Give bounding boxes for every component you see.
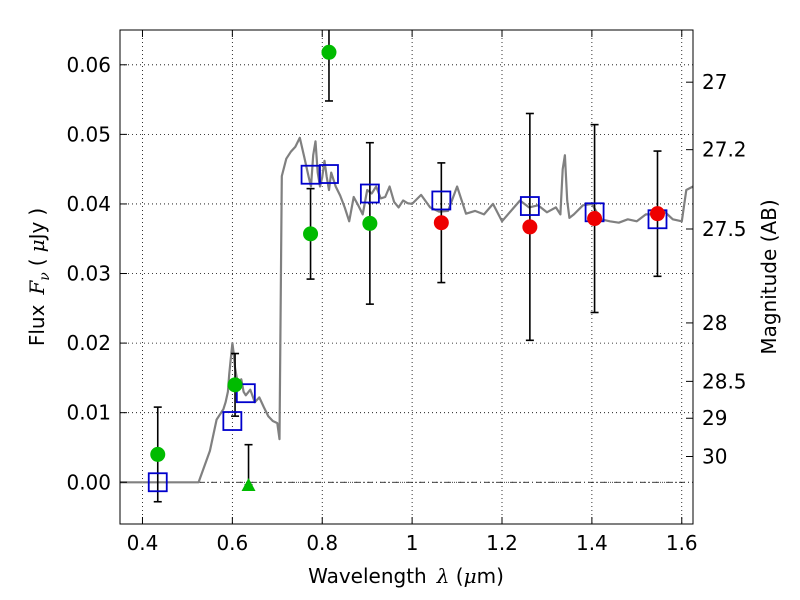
x-tick-label: 0.4 bbox=[127, 531, 159, 555]
x-tick-label: 1.2 bbox=[486, 531, 518, 555]
model-photometry-square bbox=[147, 472, 168, 493]
y-tick-label: 0.04 bbox=[66, 192, 111, 216]
y2-tick-label: 27.5 bbox=[702, 217, 747, 241]
plot-frame bbox=[119, 29, 694, 525]
spectrum-line bbox=[120, 136, 693, 484]
y2-tick-label: 27.2 bbox=[702, 138, 747, 162]
x-tick-label: 0.8 bbox=[306, 531, 338, 555]
x-axis-ticks: 0.4 0.6 0.8 1 1.2 1.4 1.6 bbox=[127, 30, 698, 555]
model-photometry-square bbox=[222, 411, 243, 431]
model-photometry-square bbox=[359, 183, 380, 204]
observed-flux-point bbox=[303, 226, 319, 242]
y-axis-label: FluxFν(μJy) bbox=[25, 208, 53, 346]
model-photometry-square bbox=[235, 383, 256, 404]
y2-tick-label: 28.5 bbox=[702, 369, 747, 393]
model-photometry-square bbox=[519, 196, 540, 216]
observed-flux-point bbox=[522, 219, 538, 235]
x-tick-label: 0.6 bbox=[216, 531, 248, 555]
grid-lines bbox=[120, 30, 693, 524]
y-tick-label: 0.00 bbox=[66, 470, 111, 494]
error-bars bbox=[153, 30, 662, 503]
y2-axis-label: Magnitude (AB) bbox=[757, 199, 781, 354]
observed-flux-point bbox=[321, 44, 337, 60]
observed-flux-point bbox=[433, 215, 449, 231]
data-markers bbox=[147, 44, 668, 493]
y2-tick-label: 27 bbox=[702, 70, 727, 94]
observed-flux-point bbox=[227, 377, 243, 393]
observed-flux-point bbox=[150, 446, 166, 462]
x-tick-label: 1 bbox=[406, 531, 419, 555]
y-tick-label: 0.03 bbox=[66, 262, 111, 286]
x-tick-label: 1.4 bbox=[576, 531, 608, 555]
model-photometry-square bbox=[319, 164, 339, 184]
x-axis-label: Wavelength λ (μm) bbox=[308, 564, 504, 588]
observed-flux-point bbox=[587, 211, 603, 227]
observed-flux-point bbox=[362, 215, 378, 231]
y-tick-label: 0.06 bbox=[66, 53, 111, 77]
y2-tick-label: 30 bbox=[702, 445, 727, 469]
y2-axis-ticks: 27 27.2 27.5 28 28.5 29 30 bbox=[686, 70, 747, 469]
y-tick-label: 0.01 bbox=[66, 401, 111, 425]
y-axis-ticks: 0.00 0.01 0.02 0.03 0.04 0.05 0.06 bbox=[66, 53, 127, 494]
y-tick-label: 0.05 bbox=[66, 122, 111, 146]
y2-tick-label: 29 bbox=[702, 406, 727, 430]
upper-limit-triangle bbox=[241, 478, 256, 492]
observed-flux-point bbox=[649, 206, 665, 222]
model-spectrum bbox=[120, 136, 693, 484]
y-tick-label: 0.02 bbox=[66, 331, 111, 355]
model-photometry-square bbox=[431, 190, 452, 211]
y2-tick-label: 28 bbox=[702, 311, 727, 335]
x-tick-label: 1.6 bbox=[666, 531, 698, 555]
